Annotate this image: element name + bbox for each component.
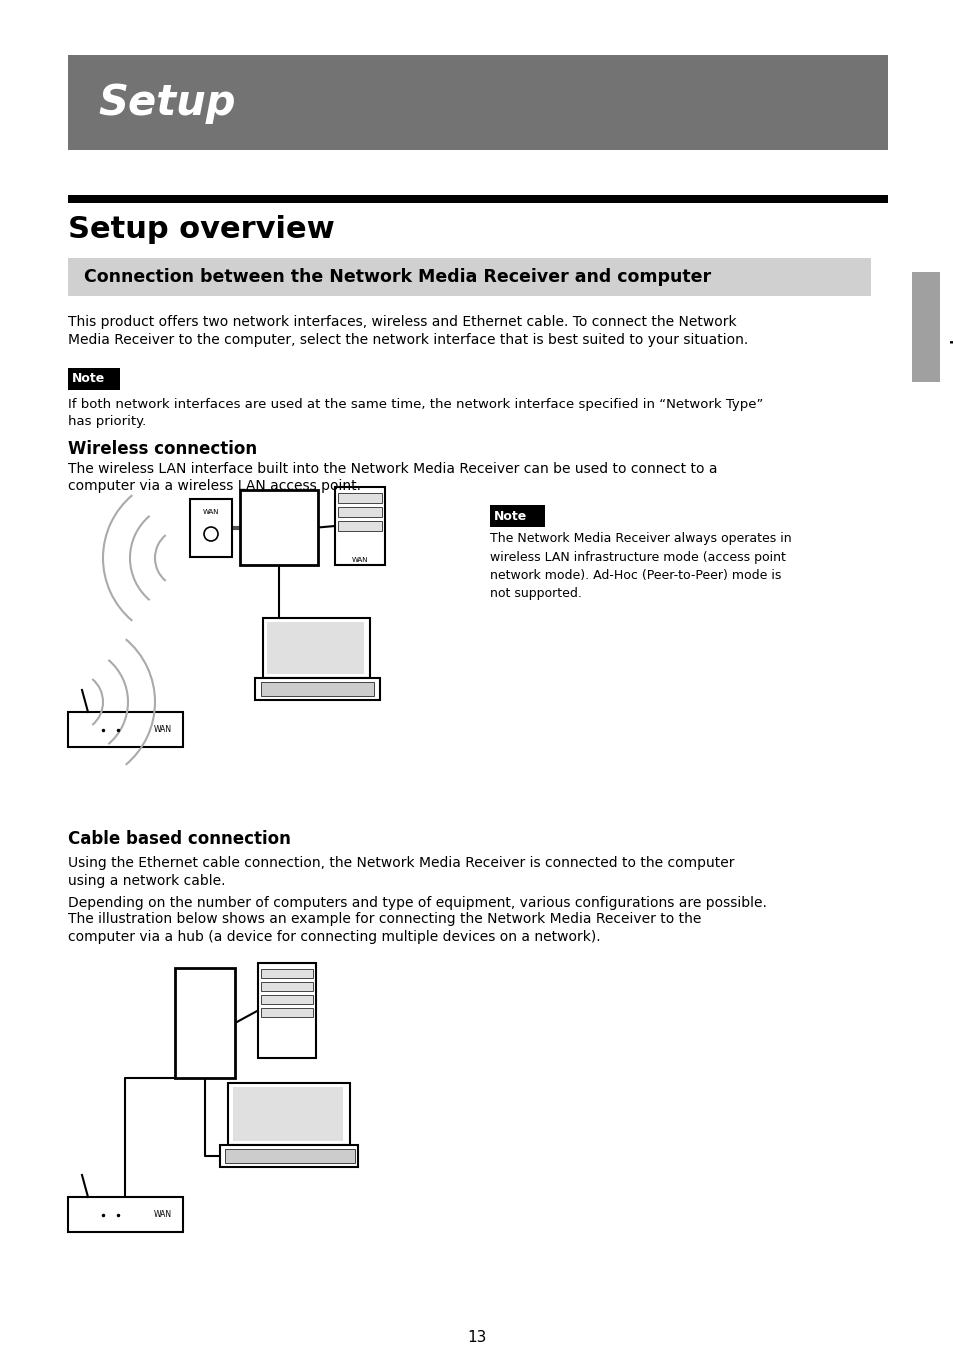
Text: Note: Note [71, 373, 105, 385]
Text: WAN: WAN [153, 1210, 172, 1219]
Text: Connection between the Network Media Receiver and computer: Connection between the Network Media Rec… [84, 267, 710, 286]
Bar [257, 963, 315, 1058]
Text: This product offers two network interfaces, wireless and Ethernet cable. To conn: This product offers two network interfac… [68, 315, 736, 328]
Bar [68, 258, 870, 296]
Bar [337, 493, 381, 503]
Bar [240, 490, 317, 565]
Text: Note: Note [494, 509, 527, 522]
Text: Cable based connection: Cable based connection [68, 830, 291, 848]
Text: The Network Media Receiver always operates in
wireless LAN infrastructure mode (: The Network Media Receiver always operat… [490, 532, 791, 601]
Bar [220, 1145, 357, 1167]
Bar [190, 499, 232, 556]
Bar [68, 368, 120, 389]
Bar [337, 521, 381, 531]
Bar [335, 487, 385, 565]
Bar [174, 968, 234, 1077]
Text: Using the Ethernet cable connection, the Network Media Receiver is connected to : Using the Ethernet cable connection, the… [68, 856, 734, 870]
Bar [261, 982, 313, 991]
Text: The wireless LAN interface built into the Network Media Receiver can be used to : The wireless LAN interface built into th… [68, 461, 717, 476]
Text: 13: 13 [467, 1330, 486, 1345]
Bar [337, 508, 381, 517]
Text: WAN: WAN [203, 509, 219, 516]
Text: The illustration below shows an example for connecting the Network Media Receive: The illustration below shows an example … [68, 912, 700, 925]
Text: Depending on the number of computers and type of equipment, various configuratio: Depending on the number of computers and… [68, 896, 766, 911]
Text: computer via a hub (a device for connecting multiple devices on a network).: computer via a hub (a device for connect… [68, 930, 600, 944]
Text: Setup: Setup [947, 304, 953, 350]
Bar [263, 617, 370, 678]
Bar [261, 1008, 313, 1016]
Text: Setup: Setup [98, 81, 235, 123]
Bar [68, 195, 887, 204]
Text: Setup overview: Setup overview [68, 214, 335, 244]
Text: If both network interfaces are used at the same time, the network interface spec: If both network interfaces are used at t… [68, 398, 762, 411]
Bar [267, 622, 364, 674]
Bar [490, 505, 544, 527]
Bar [68, 1197, 183, 1232]
Text: WAN: WAN [153, 725, 172, 734]
Text: has priority.: has priority. [68, 415, 146, 427]
Bar [911, 271, 939, 383]
Text: using a network cable.: using a network cable. [68, 874, 225, 887]
Bar [68, 56, 887, 151]
Bar [68, 712, 183, 746]
Bar [261, 683, 374, 696]
Text: Media Receiver to the computer, select the network interface that is best suited: Media Receiver to the computer, select t… [68, 332, 747, 347]
Text: computer via a wireless LAN access point.: computer via a wireless LAN access point… [68, 479, 360, 493]
Bar [228, 1083, 350, 1145]
Bar [261, 995, 313, 1004]
Text: WAN: WAN [352, 556, 368, 563]
Bar [261, 969, 313, 978]
Bar [225, 1149, 355, 1163]
Text: Wireless connection: Wireless connection [68, 440, 257, 459]
Bar [254, 678, 379, 700]
Bar [233, 1087, 343, 1141]
